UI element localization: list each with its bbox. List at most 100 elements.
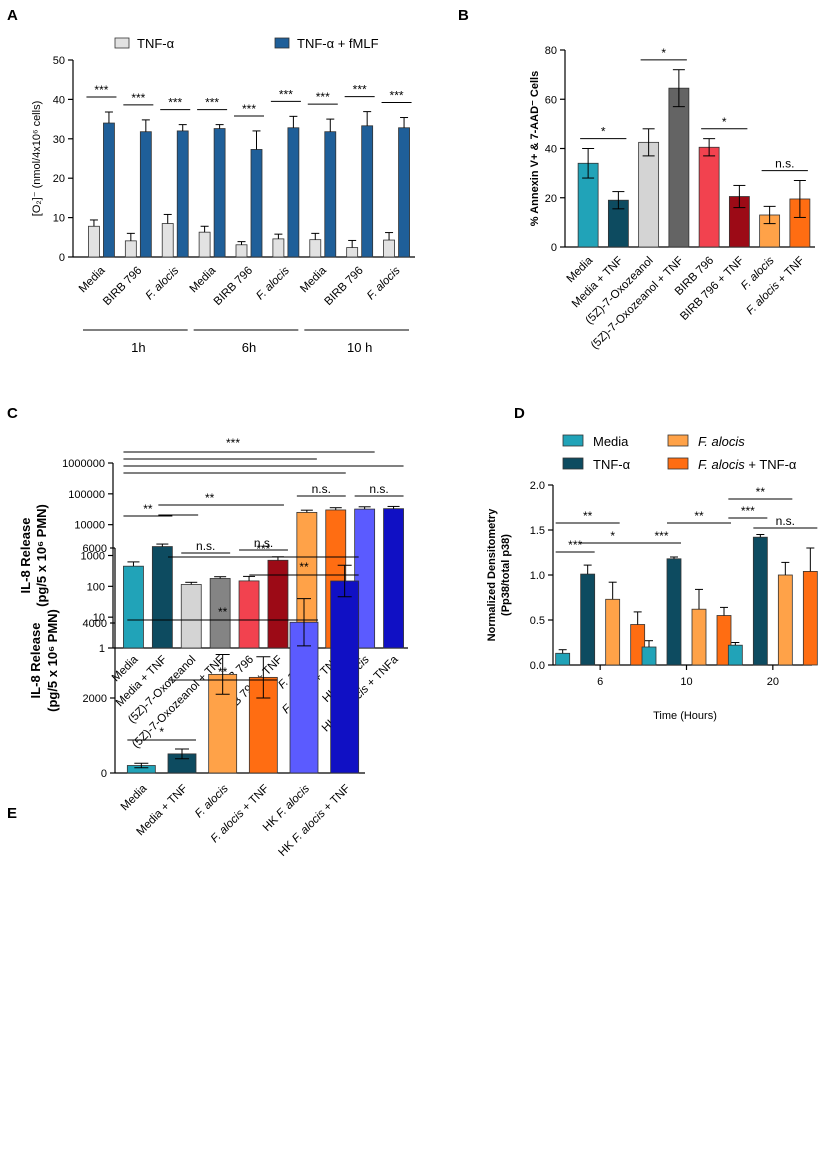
legend-label: TNF-α + fMLF [297, 36, 379, 51]
legend-swatch [667, 434, 689, 447]
significance-marker-label: *** [741, 504, 755, 518]
y-axis-label-line2: (Pp38/total p38) [500, 534, 512, 616]
bar [123, 565, 144, 649]
bar [698, 146, 720, 248]
y-axis-label-line2: (pg/5 x 10⁶ PMN) [45, 609, 60, 712]
bar [309, 239, 322, 258]
bar [324, 131, 337, 258]
panel-a: A 0 10 20 30 40 50 [O₂]⁻ (nmol/4x10⁶ cells) TNF-… [7, 7, 415, 355]
y-tick-label: 1 [99, 643, 105, 655]
significance-marker-label: *** [654, 529, 668, 543]
bar [180, 584, 202, 649]
y-tick-label: 2.0 [530, 480, 545, 492]
x-category-label: F. alocis [144, 264, 182, 302]
y-tick-label: 30 [53, 134, 65, 146]
bar [691, 608, 707, 666]
bar [238, 580, 260, 649]
y-axis-label: [O₂]⁻ (nmol/4x10⁶ cells) [31, 101, 43, 216]
y-tick-label: 20 [545, 193, 557, 205]
y-tick-label: 80 [545, 45, 557, 57]
bar [605, 598, 621, 666]
legend-swatch [667, 457, 689, 470]
y-tick-label: 100 [87, 581, 105, 593]
y-tick-label: 1.0 [530, 570, 545, 582]
significance-marker-label: *** [256, 542, 270, 556]
significance-marker-label: * [610, 529, 615, 543]
y-tick-label: 2000 [83, 693, 107, 705]
y-tick-label: 10 [93, 612, 105, 624]
bar [580, 573, 596, 666]
legend-swatch [114, 37, 130, 49]
bar [124, 240, 137, 258]
x-category-label: F. alocis [254, 264, 292, 302]
legend-swatch [274, 37, 290, 49]
y-tick-label: 0 [101, 768, 107, 780]
y-tick-label: 60 [545, 94, 557, 106]
legend-label: TNF-α [137, 36, 175, 51]
legend-label: F. alocis + TNF-α [698, 457, 797, 472]
y-axis-label-line1: Normalized Densitometry [486, 508, 498, 642]
significance-marker-label: n.s. [312, 482, 331, 496]
significance-marker-label: ** [205, 491, 215, 505]
x-category-label: BIRB 796 [212, 265, 255, 308]
significance-marker-label: *** [131, 91, 145, 105]
significance-marker-label: ** [218, 665, 228, 679]
y-tick-label: 0.5 [530, 615, 545, 627]
y-tick-label: 4000 [83, 618, 107, 630]
bar [802, 571, 818, 666]
x-category-label: BIRB 796 [322, 265, 365, 308]
panel-label-a: A [7, 7, 18, 24]
bar [267, 559, 289, 649]
bar [638, 141, 660, 248]
y-tick-label: 10 [53, 213, 65, 225]
legend-swatch [562, 457, 584, 470]
y-tick-label: 6000 [83, 543, 107, 555]
y-tick-label: 100000 [68, 489, 105, 501]
y-tick-label: 1.5 [530, 525, 545, 537]
bar [272, 238, 285, 258]
legend-swatch [562, 434, 584, 447]
panel-d: D 0.0 0.5 1.0 1.5 2.0 Normalized Densitometry(… [486, 405, 818, 722]
y-axis-label-line1: IL-8 Release [18, 518, 33, 594]
legend-label: Media [593, 434, 629, 449]
bar [235, 244, 248, 258]
x-category-label: BIRB 796 [101, 265, 144, 308]
bar [346, 247, 359, 258]
legend-label: TNF-α [593, 457, 631, 472]
bar [213, 128, 226, 258]
y-tick-label: 1000000 [62, 458, 105, 470]
significance-marker-label: n.s. [254, 536, 273, 550]
bar [641, 646, 657, 666]
bar [161, 223, 174, 258]
significance-marker-label: * [159, 725, 164, 739]
significance-marker-label: * [661, 46, 666, 60]
bar [398, 127, 410, 258]
bar [88, 225, 100, 258]
bar [330, 580, 360, 774]
x-category-label: 6 [597, 676, 603, 688]
x-category-label: F. alocis [193, 782, 231, 820]
x-category-label: HK F. alocis + TNF [277, 783, 353, 859]
group-label: 10 h [347, 340, 372, 355]
bar [555, 652, 571, 666]
y-axis-label-line1: IL-8 Release [28, 623, 43, 699]
x-category-label: Media [77, 264, 108, 295]
bar [777, 574, 793, 666]
x-category-label: Media [119, 782, 150, 813]
x-category-label: 10 [680, 676, 692, 688]
significance-marker-label: n.s. [776, 514, 795, 528]
x-category-label: F. alocis [365, 264, 403, 302]
significance-marker-label: ** [756, 485, 766, 499]
group-label: 1h [131, 340, 145, 355]
y-tick-label: 0.0 [530, 660, 545, 672]
x-category-label: Media [298, 264, 329, 295]
bar [250, 149, 263, 258]
significance-marker-label: n.s. [775, 157, 794, 171]
significance-marker-label: * [601, 125, 606, 139]
panel-label-b: B [458, 7, 469, 24]
significance-marker-label: ** [218, 605, 228, 619]
group-label: 6h [242, 340, 256, 355]
significance-marker-label: *** [390, 89, 404, 103]
significance-marker-label: *** [168, 96, 182, 110]
